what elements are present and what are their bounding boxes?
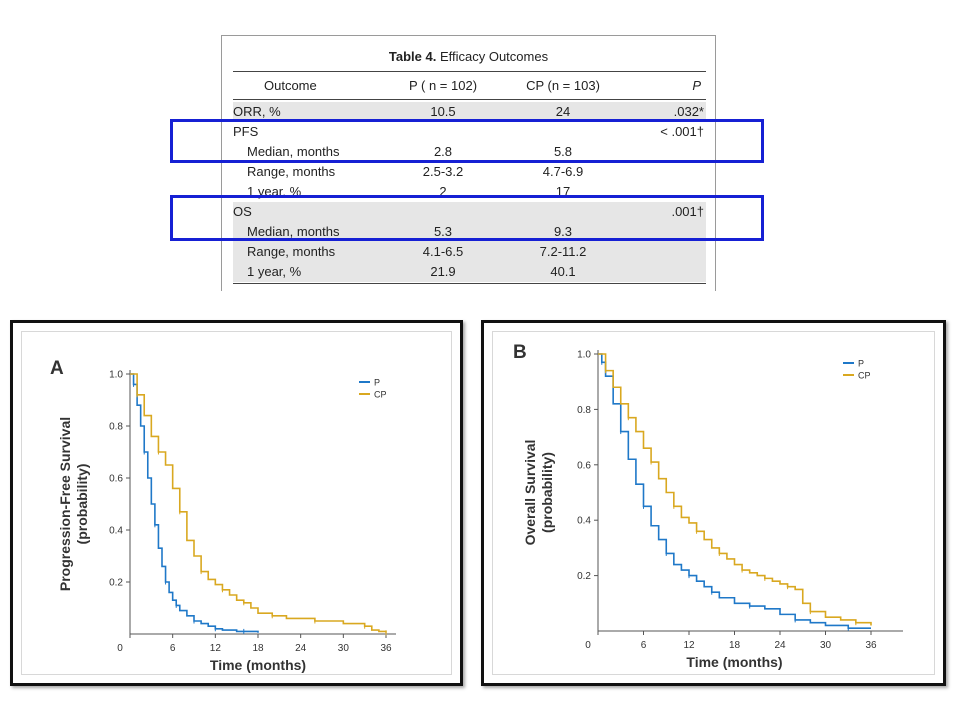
series-line-p xyxy=(130,373,259,633)
series-line-p xyxy=(598,353,871,630)
row-cp-value: 9.3 xyxy=(553,224,573,239)
x-tick-label: 0 xyxy=(585,640,591,651)
y-tick-label: 0.8 xyxy=(109,422,123,433)
table-title-text: Efficacy Outcomes xyxy=(436,49,549,64)
legend-label-p: P xyxy=(858,359,864,369)
y-axis-label-line1: Overall Survival xyxy=(522,440,538,546)
row-label: ORR, % xyxy=(233,104,281,119)
row-label: Range, months xyxy=(247,244,336,259)
y-tick-label: 0.2 xyxy=(577,571,591,582)
pfs-highlight-box xyxy=(170,119,764,163)
efficacy-table: Table 4. Efficacy Outcomes Outcome P ( n… xyxy=(221,35,716,291)
x-tick-label: 12 xyxy=(210,643,222,654)
row-cp-value: 40.1 xyxy=(550,264,576,279)
panel-label: B xyxy=(513,342,527,363)
row-p-value: 10.5 xyxy=(430,104,456,119)
y-tick-label: 0.2 xyxy=(109,578,123,589)
x-axis-label: Time (months) xyxy=(686,654,782,670)
panel-label: A xyxy=(50,358,64,379)
row-cp-value: 24 xyxy=(555,104,571,119)
y-axis-label-line1: Progression-Free Survival xyxy=(57,417,73,591)
row-p-value: 2.8 xyxy=(433,144,453,159)
y-tick-label: 0.8 xyxy=(577,405,591,416)
table-header-rule xyxy=(233,99,706,100)
y-tick-label: 0.6 xyxy=(577,460,591,471)
table-title: Table 4. Efficacy Outcomes xyxy=(222,49,715,64)
table-top-rule xyxy=(233,71,706,72)
table-row: PFS < .001† xyxy=(233,122,706,142)
legend-label-cp: CP xyxy=(374,390,387,400)
x-axis-label: Time (months) xyxy=(210,657,306,673)
table-row: Range, months 4.1-6.5 7.2-11.2 xyxy=(233,242,706,262)
table-row: Range, months 2.5-3.2 4.7-6.9 xyxy=(233,162,706,182)
x-tick-label: 24 xyxy=(774,640,786,651)
row-label: OS xyxy=(233,204,252,219)
series-line-cp xyxy=(598,353,872,626)
x-tick-label: 12 xyxy=(683,640,695,651)
legend-label-p: P xyxy=(374,378,380,388)
row-label: Median, months xyxy=(247,224,340,239)
row-p-value: 4.1-6.5 xyxy=(422,244,464,259)
row-label: 1 year, % xyxy=(247,264,302,279)
y-axis-label-line2: (probability) xyxy=(539,452,555,533)
y-axis-label: Overall Survival (probability) xyxy=(522,440,555,546)
row-cp-value: 7.2-11.2 xyxy=(539,244,587,259)
table-row: OS .001† xyxy=(233,202,706,222)
y-tick-label: 1.0 xyxy=(577,350,591,361)
legend-label-cp: CP xyxy=(858,371,871,381)
x-tick-label: 30 xyxy=(820,640,832,651)
header-outcome: Outcome xyxy=(264,78,317,93)
y-tick-label: 0.4 xyxy=(577,516,591,527)
x-tick-label: 36 xyxy=(380,643,392,654)
chart-b-frame: B 0 6 12 18 24 30 36 0.2 0.4 0.6 0.8 1.0 Time (months… xyxy=(481,320,946,686)
table-title-number: Table 4. xyxy=(388,49,437,64)
x-tick-label: 36 xyxy=(865,640,877,651)
table-row: Median, months 5.3 9.3 xyxy=(233,222,706,242)
chart-b-inner: B 0 6 12 18 24 30 36 0.2 0.4 0.6 0.8 1.0 Time (months… xyxy=(492,331,935,675)
row-p-value: 21.9 xyxy=(430,264,456,279)
y-axis-label: Progression-Free Survival (probability) xyxy=(57,417,90,591)
table-row: Median, months 2.8 5.8 xyxy=(233,142,706,162)
row-p-significance: .032* xyxy=(673,104,704,119)
x-tick-label: 30 xyxy=(338,643,350,654)
x-tick-label: 18 xyxy=(729,640,741,651)
y-tick-label: 0.4 xyxy=(109,526,123,537)
row-label: Range, months xyxy=(247,164,336,179)
series-line-cp xyxy=(130,373,387,633)
x-tick-label: 18 xyxy=(252,643,264,654)
pfs-chart: A 0 6 12 18 24 30 36 0.2 0.4 0.6 0.8 1.0 Time (months… xyxy=(50,358,396,673)
chart-a-inner: A 0 6 12 18 24 30 36 0.2 0.4 0.6 0.8 1.0 Time (months… xyxy=(21,331,452,675)
os-chart: B 0 6 12 18 24 30 36 0.2 0.4 0.6 0.8 1.0 Time (months… xyxy=(513,342,903,670)
y-axis-label-line2: (probability) xyxy=(74,464,90,545)
y-tick-label: 1.0 xyxy=(109,370,123,381)
header-p: P ( n = 102) xyxy=(408,78,478,93)
row-cp-value: 5.8 xyxy=(553,144,573,159)
row-p-value: 5.3 xyxy=(433,224,453,239)
x-tick-label: 0 xyxy=(117,643,123,654)
header-cp: CP (n = 103) xyxy=(526,78,600,93)
chart-a-frame: A 0 6 12 18 24 30 36 0.2 0.4 0.6 0.8 1.0 Time (months… xyxy=(10,320,463,686)
row-p-significance: < .001† xyxy=(660,124,704,139)
x-tick-label: 6 xyxy=(170,643,176,654)
header-pvalue: P xyxy=(692,78,701,93)
table-bottom-rule xyxy=(233,283,706,284)
row-p-value: 2 xyxy=(439,184,447,199)
row-cp-value: 4.7-6.9 xyxy=(542,164,584,179)
table-row: 1 year, % 21.9 40.1 xyxy=(233,262,706,282)
os-highlight-box xyxy=(170,195,764,241)
table-row: ORR, % 10.5 24 .032* xyxy=(233,102,706,122)
row-p-value: 2.5-3.2 xyxy=(422,164,464,179)
row-label: Median, months xyxy=(247,144,340,159)
row-label: PFS xyxy=(233,124,259,139)
x-tick-label: 6 xyxy=(641,640,647,651)
y-tick-label: 0.6 xyxy=(109,474,123,485)
x-tick-label: 24 xyxy=(295,643,307,654)
row-p-significance: .001† xyxy=(671,204,704,219)
